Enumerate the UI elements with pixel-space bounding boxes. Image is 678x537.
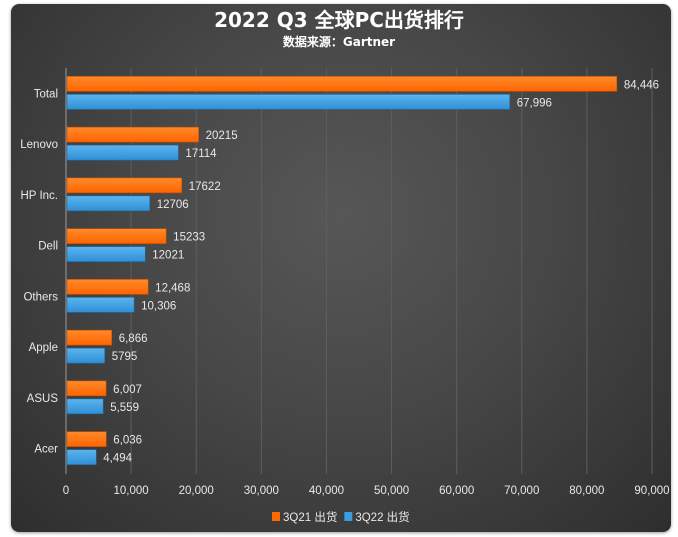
bar-3q21 [66,380,107,397]
bar-3q21 [66,228,167,244]
x-tick-label: 0 [63,485,69,497]
data-label: 84,446 [624,79,659,91]
chart-title: 2022 Q3 全球PC出货排行 [214,8,464,32]
data-label: 12706 [157,199,189,211]
chart-card [11,4,671,532]
category-label: Dell [38,241,58,253]
data-label: 12021 [152,250,184,262]
x-tick-label: 60,000 [439,485,474,497]
data-label: 5,559 [110,402,139,414]
x-tick-label: 50,000 [374,485,409,497]
category-label: Apple [29,342,58,354]
data-label: 6,007 [113,384,142,396]
category-label: HP Inc. [21,190,59,202]
category-label: Others [23,291,58,303]
category-label: Total [34,88,58,100]
bar-3q21 [66,76,618,92]
bar-3q21 [66,329,113,346]
bar-3q22 [66,246,146,262]
bar-3q22 [66,94,511,110]
bar-3q22 [66,347,106,364]
x-tick-label: 40,000 [309,485,344,497]
legend-label: 3Q21 出货 [283,510,337,524]
bar-3q22 [66,449,97,465]
legend-label: 3Q22 出货 [355,510,409,524]
bar-3q21 [66,177,183,194]
data-label: 17622 [189,181,221,193]
category-label: Lenovo [20,139,58,151]
x-tick-label: 30,000 [244,485,279,497]
data-label: 4,494 [103,453,132,465]
bar-3q21 [66,279,149,295]
x-tick-label: 70,000 [504,485,539,497]
x-tick-label: 80,000 [569,485,604,497]
data-label: 6,866 [119,333,148,345]
data-label: 6,036 [113,435,142,447]
data-label: 15233 [173,232,205,244]
chart-subtitle: 数据来源：Gartner [283,34,395,49]
x-tick-label: 90,000 [634,485,669,497]
x-tick-label: 10,000 [114,485,149,497]
bar-3q21 [66,126,199,143]
data-label: 10,306 [141,300,176,312]
data-label: 5795 [112,351,138,363]
data-label: 20215 [206,130,238,142]
bar-3q22 [66,297,135,313]
data-label: 17114 [185,148,217,160]
data-label: 67,996 [517,97,552,109]
bar-3q22 [66,398,104,415]
category-label: ASUS [27,393,59,405]
data-label: 12,468 [155,282,190,294]
category-label: Acer [34,444,58,456]
legend-swatch [272,512,280,521]
x-tick-label: 20,000 [179,485,214,497]
bar-3q22 [66,195,151,212]
bar-3q22 [66,144,179,161]
bar-3q21 [66,431,107,447]
legend-swatch [344,512,353,521]
